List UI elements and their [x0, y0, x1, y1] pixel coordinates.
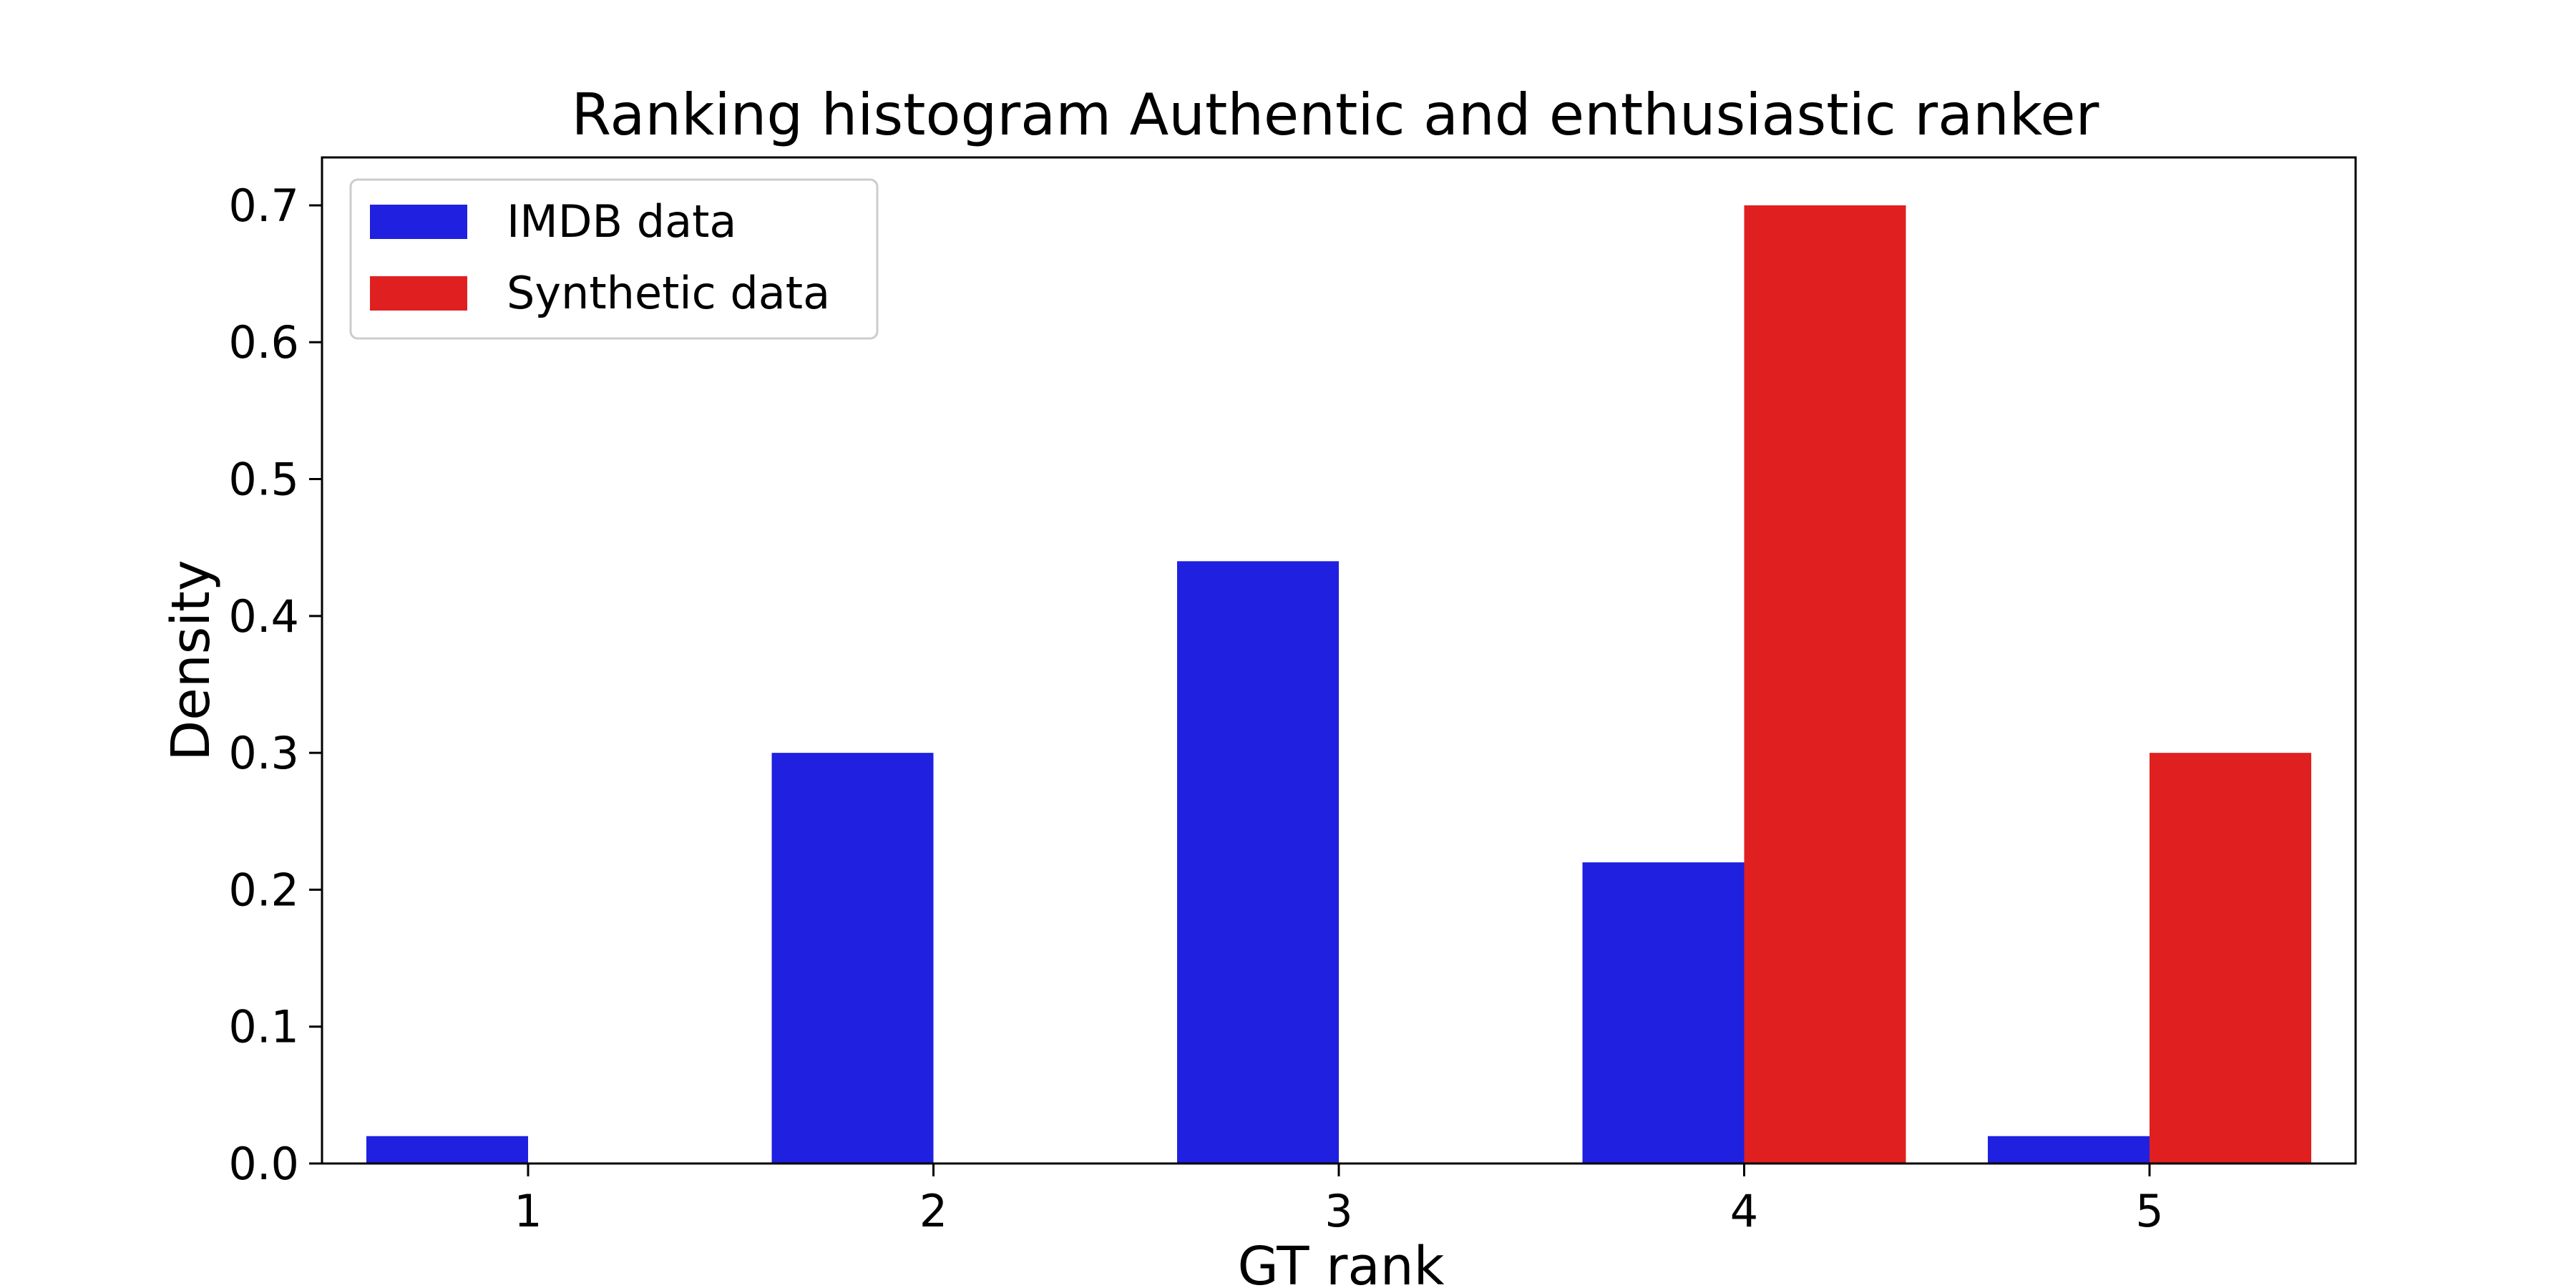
x-tick-label: 1	[514, 1185, 542, 1237]
x-axis: 1 2 3 4 5	[514, 1163, 2164, 1237]
y-tick-label: 0.5	[228, 454, 299, 506]
x-tick-label: 4	[1730, 1185, 1758, 1237]
y-tick-label: 0.6	[228, 316, 299, 369]
bars-group	[366, 205, 2311, 1163]
bar-imdb-rank-1	[366, 1136, 528, 1163]
y-tick-label: 0.3	[228, 727, 299, 779]
x-tick-label: 2	[919, 1185, 947, 1237]
bar-imdb-rank-2	[771, 753, 934, 1163]
chart-title: Ranking histogram Authentic and enthusia…	[572, 82, 2099, 148]
y-tick-label: 0.2	[228, 864, 299, 916]
y-axis-label: Density	[160, 560, 222, 761]
legend-label-synthetic: Synthetic data	[507, 267, 830, 319]
bar-imdb-rank-3	[1177, 561, 1339, 1163]
legend-label-imdb: IMDB data	[507, 195, 736, 248]
x-tick-label: 5	[2135, 1185, 2163, 1237]
legend-swatch-synthetic	[370, 276, 467, 311]
y-tick-label: 0.0	[228, 1138, 299, 1190]
bar-imdb-rank-4	[1582, 862, 1745, 1163]
bar-synthetic-rank-4	[1744, 205, 1906, 1163]
y-tick-label: 0.4	[228, 590, 299, 643]
legend-swatch-imdb	[370, 205, 467, 239]
x-axis-label: GT rank	[1238, 1236, 1445, 1288]
x-tick-label: 3	[1324, 1185, 1352, 1237]
y-tick-label: 0.1	[228, 1001, 299, 1053]
y-axis: 0.0 0.1 0.2 0.3 0.4 0.5 0.6 0.7	[228, 180, 322, 1190]
legend-frame	[349, 178, 879, 340]
legend: IMDB data Synthetic data	[349, 178, 879, 340]
bar-imdb-rank-5	[1988, 1136, 2150, 1163]
y-tick-label: 0.7	[228, 180, 299, 232]
bar-synthetic-rank-5	[2150, 753, 2311, 1163]
